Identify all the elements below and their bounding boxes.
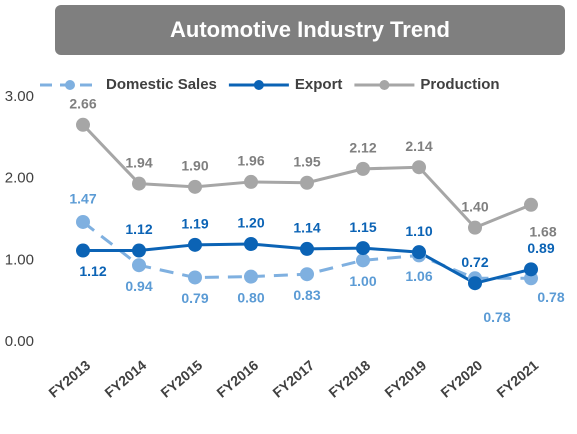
y-tick-label: 2.00 — [5, 170, 34, 187]
x-tick-label: FY2018 — [325, 357, 373, 401]
value-label: 1.40 — [461, 198, 488, 214]
value-label: 2.12 — [349, 140, 376, 156]
point — [244, 269, 258, 284]
point — [76, 243, 90, 258]
value-label: 2.14 — [405, 138, 432, 154]
value-label: 2.66 — [69, 95, 96, 111]
point — [468, 220, 482, 235]
point — [356, 241, 370, 256]
value-label: 1.19 — [181, 216, 208, 232]
legend-marker — [65, 80, 75, 90]
point — [76, 117, 90, 132]
point — [244, 174, 258, 189]
value-label: 0.83 — [293, 287, 320, 303]
x-tick-label: FY2016 — [213, 357, 261, 401]
value-label: 0.78 — [537, 289, 564, 305]
x-tick-label: FY2019 — [381, 357, 429, 401]
x-tick-label: FY2015 — [157, 357, 205, 401]
legend-marker — [253, 80, 264, 90]
value-label: 1.95 — [293, 153, 320, 169]
point — [524, 262, 538, 277]
y-tick-label: 0.00 — [5, 333, 34, 350]
point — [356, 253, 370, 268]
legend-marker — [379, 80, 390, 90]
value-label: 0.79 — [181, 290, 208, 306]
title-box — [55, 5, 565, 55]
legend-label: Domestic Sales — [106, 76, 217, 93]
value-label: 0.72 — [461, 254, 488, 270]
value-label: 1.68 — [529, 224, 556, 240]
x-tick-label: FY2014 — [101, 357, 149, 401]
x-tick-label: FY2013 — [45, 357, 93, 401]
value-label: 1.12 — [79, 263, 106, 279]
point — [188, 270, 202, 285]
value-label: 1.94 — [125, 154, 152, 170]
point — [412, 160, 426, 175]
legend-label: Export — [295, 76, 343, 93]
value-label: 1.10 — [405, 223, 432, 239]
point — [132, 258, 146, 273]
y-tick-label: 1.00 — [5, 251, 34, 268]
point — [188, 179, 202, 194]
point — [356, 161, 370, 176]
point — [300, 175, 314, 190]
x-tick-label: FY2021 — [493, 357, 541, 401]
point — [188, 237, 202, 252]
value-label: 0.94 — [125, 278, 152, 294]
x-tick-label: FY2017 — [269, 357, 317, 401]
value-label: 1.00 — [349, 273, 376, 289]
legend-label: Production — [420, 76, 499, 93]
value-label: 1.96 — [237, 153, 264, 169]
value-label: 1.47 — [69, 191, 96, 207]
x-tick-label: FY2020 — [437, 357, 485, 401]
point — [300, 267, 314, 282]
point — [524, 197, 538, 212]
point — [244, 237, 258, 251]
point — [412, 245, 426, 260]
value-label: 1.06 — [405, 268, 432, 284]
point — [132, 243, 146, 258]
value-label: 0.80 — [237, 289, 264, 305]
point — [132, 176, 146, 191]
value-label: 1.20 — [237, 215, 264, 231]
chart-title: Automotive Industry Trend — [170, 17, 450, 42]
value-label: 1.90 — [181, 158, 208, 174]
point — [76, 214, 90, 229]
value-label: 0.78 — [483, 309, 510, 325]
value-label: 1.12 — [125, 221, 152, 237]
value-label: 0.89 — [527, 240, 554, 256]
value-label: 1.15 — [349, 219, 376, 235]
point — [468, 276, 482, 291]
y-tick-label: 3.00 — [5, 88, 34, 105]
value-label: 1.14 — [293, 220, 320, 236]
point — [300, 241, 314, 256]
